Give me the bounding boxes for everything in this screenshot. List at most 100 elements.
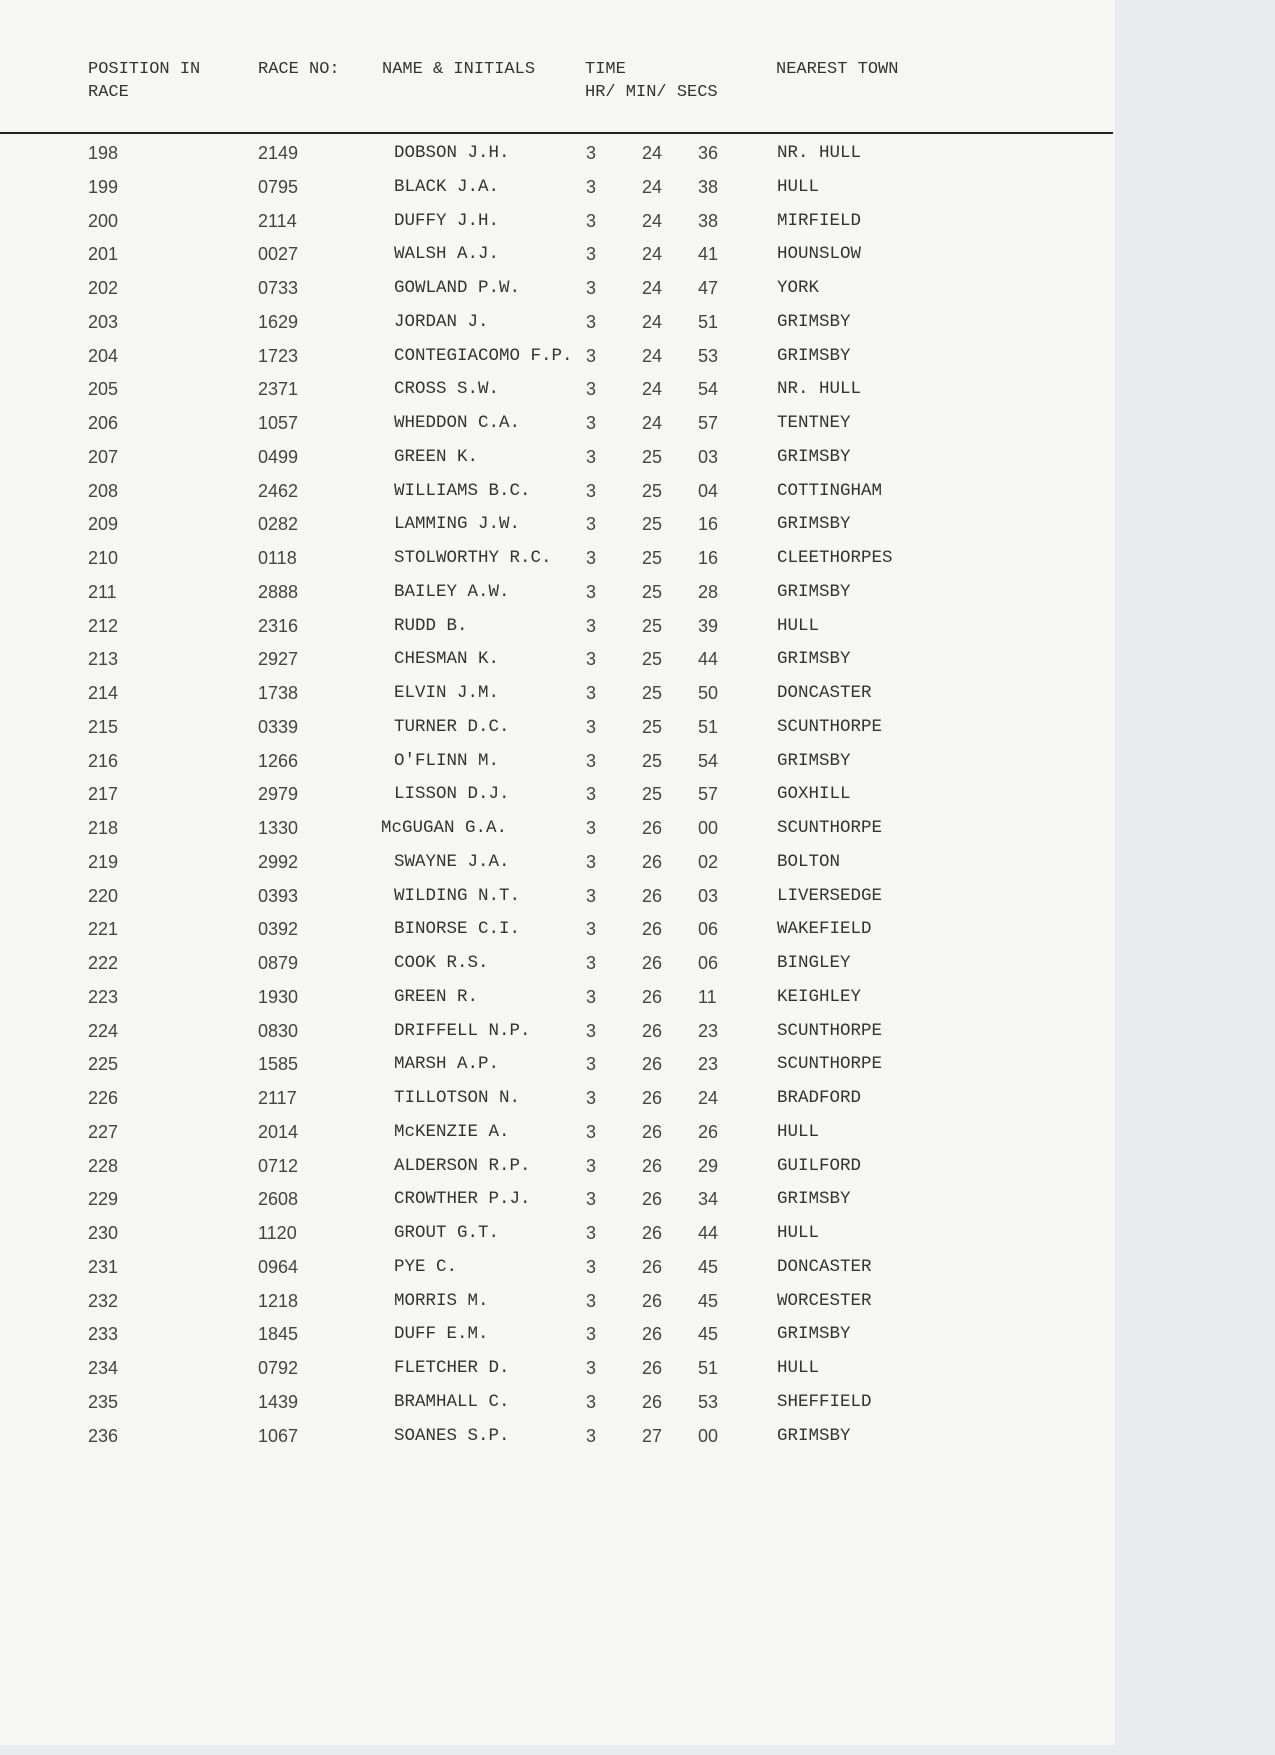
cell-position: 235 [88,1391,119,1412]
cell-town: BRADFORD [777,1088,862,1108]
cell-race-no: 0830 [258,1020,299,1041]
table-row: 232 1218 MORRIS M. 3 26 45 WORCESTER [0,1291,1100,1321]
cell-position: 214 [88,683,119,703]
cell-race-no: 2014 [258,1121,299,1142]
cell-hours: 3 [586,683,597,703]
header-town: NEAREST TOWN [776,60,899,79]
table-row: 234 0792 FLETCHER D. 3 26 51 HULL [0,1358,1100,1388]
cell-position: 215 [88,716,119,737]
cell-position: 204 [88,345,119,366]
cell-seconds: 44 [698,649,719,670]
cell-hours: 3 [586,1155,597,1176]
cell-name: CROWTHER P.J. [394,1189,531,1210]
cell-minutes: 26 [642,818,663,838]
cell-position: 207 [88,446,119,467]
cell-hours: 3 [586,1324,597,1345]
cell-position: 225 [88,1054,119,1075]
cell-seconds: 54 [698,379,719,400]
cell-hours: 3 [586,615,597,636]
cell-name: STOLWORTHY R.C. [394,548,552,568]
cell-race-no: 1845 [258,1324,299,1345]
cell-position: 202 [88,278,119,298]
cell-minutes: 25 [642,514,663,535]
cell-position: 213 [88,649,119,670]
cell-seconds: 03 [698,885,719,906]
cell-name: CHESMAN K. [394,649,500,670]
cell-minutes: 24 [642,345,663,366]
table-row: 219 2992 SWAYNE J.A. 3 26 02 BOLTON [0,852,1100,882]
cell-minutes: 25 [642,683,663,703]
cell-town: BOLTON [777,851,841,872]
cell-town: WORCESTER [777,1290,872,1311]
cell-hours: 3 [586,1391,597,1412]
cell-name: LISSON D.J. [394,784,510,805]
cell-hours: 3 [586,210,597,231]
cell-hours: 3 [586,1223,597,1243]
cell-position: 221 [88,919,119,940]
cell-town: MIRFIELD [777,210,862,231]
cell-seconds: 51 [698,716,719,737]
cell-hours: 3 [586,1256,597,1277]
cell-race-no: 1266 [258,750,299,771]
cell-minutes: 24 [642,311,663,332]
cell-name: WALSH A.J. [394,244,500,265]
cell-hours: 3 [586,750,597,771]
cell-town: GRIMSBY [777,1189,851,1210]
cell-race-no: 0339 [258,716,299,737]
cell-town: GRIMSBY [777,311,851,332]
cell-seconds: 26 [698,1121,719,1142]
table-row: 222 0879 COOK R.S. 3 26 06 BINGLEY [0,953,1100,983]
cell-name: BRAMHALL C. [394,1391,510,1412]
cell-seconds: 23 [698,1054,719,1075]
cell-town: DONCASTER [777,683,872,703]
table-row: 199 0795 BLACK J.A. 3 24 38 HULL [0,177,1100,207]
cell-town: DONCASTER [777,1256,872,1277]
cell-hours: 3 [586,1088,597,1108]
cell-hours: 3 [586,1425,597,1446]
cell-town: HOUNSLOW [777,244,862,265]
table-row: 198 2149 DOBSON J.H. 3 24 36 NR. HULL [0,143,1100,173]
cell-position: 224 [88,1020,119,1041]
cell-minutes: 25 [642,581,663,602]
cell-minutes: 24 [642,278,663,298]
cell-seconds: 28 [698,581,719,602]
cell-minutes: 26 [642,953,663,973]
cell-name: BINORSE C.I. [394,919,521,940]
cell-seconds: 50 [698,683,719,703]
cell-minutes: 26 [642,1223,663,1243]
cell-race-no: 1218 [258,1290,299,1311]
cell-town: HULL [777,1223,820,1243]
cell-seconds: 54 [698,750,719,771]
cell-name: McKENZIE A. [394,1121,510,1142]
table-row: 214 1738 ELVIN J.M. 3 25 50 DONCASTER [0,683,1100,713]
cell-seconds: 23 [698,1020,719,1041]
cell-seconds: 57 [698,784,719,805]
cell-position: 198 [88,143,119,163]
cell-race-no: 2371 [258,379,299,400]
cell-minutes: 25 [642,480,663,501]
cell-seconds: 16 [698,514,719,535]
cell-minutes: 25 [642,548,663,568]
cell-minutes: 26 [642,1290,663,1311]
cell-name: JORDAN J. [394,311,489,332]
cell-race-no: 2149 [258,143,299,163]
table-row: 231 0964 PYE C. 3 26 45 DONCASTER [0,1257,1100,1287]
cell-name: DOBSON J.H. [394,143,510,163]
cell-minutes: 26 [642,1358,663,1378]
table-row: 212 2316 RUDD B. 3 25 39 HULL [0,616,1100,646]
cell-name: MARSH A.P. [394,1054,500,1075]
cell-minutes: 24 [642,379,663,400]
cell-town: SCUNTHORPE [777,818,883,838]
cell-hours: 3 [586,885,597,906]
cell-minutes: 26 [642,1189,663,1210]
cell-race-no: 1585 [258,1054,299,1075]
table-row: 213 2927 CHESMAN K. 3 25 44 GRIMSBY [0,649,1100,679]
cell-seconds: 44 [698,1223,719,1243]
table-row: 236 1067 SOANES S.P. 3 27 00 GRIMSBY [0,1426,1100,1456]
cell-hours: 3 [586,1189,597,1210]
cell-race-no: 0392 [258,919,299,940]
cell-hours: 3 [586,818,597,838]
cell-town: COTTINGHAM [777,480,883,501]
cell-town: SCUNTHORPE [777,716,883,737]
cell-position: 201 [88,244,119,265]
